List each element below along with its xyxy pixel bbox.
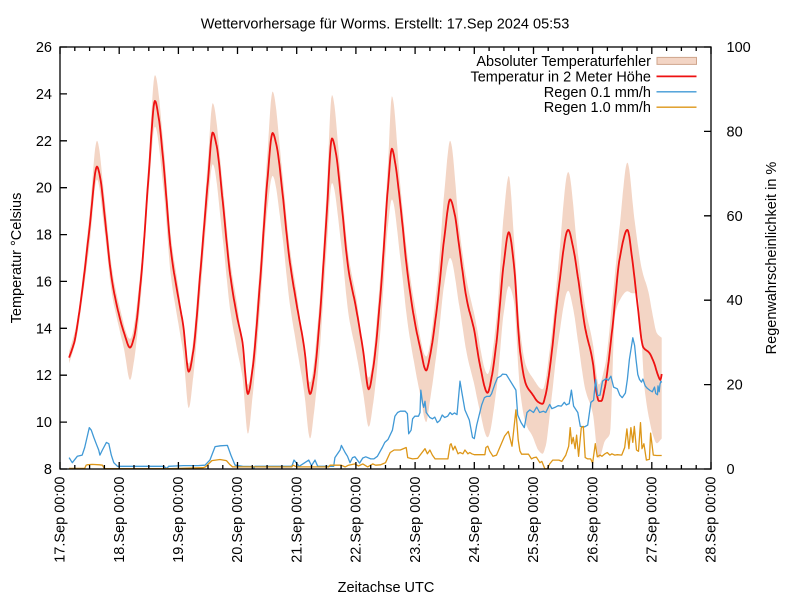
svg-text:24.Sep 00:00: 24.Sep 00:00 bbox=[467, 477, 483, 563]
svg-text:16: 16 bbox=[36, 274, 52, 290]
svg-text:40: 40 bbox=[727, 293, 743, 309]
svg-text:27.Sep 00:00: 27.Sep 00:00 bbox=[645, 477, 661, 563]
svg-text:17.Sep 00:00: 17.Sep 00:00 bbox=[53, 477, 69, 563]
svg-text:0: 0 bbox=[727, 462, 735, 478]
svg-text:Absoluter Temperaturfehler: Absoluter Temperaturfehler bbox=[476, 54, 651, 70]
svg-text:Regenwahrscheinlichkeit in %: Regenwahrscheinlichkeit in % bbox=[764, 162, 780, 355]
svg-text:14: 14 bbox=[36, 321, 52, 337]
svg-text:20: 20 bbox=[36, 181, 52, 197]
svg-text:60: 60 bbox=[727, 209, 743, 225]
svg-text:Wettervorhersage für Worms. Er: Wettervorhersage für Worms. Erstellt: 17… bbox=[201, 17, 570, 33]
svg-text:22.Sep 00:00: 22.Sep 00:00 bbox=[349, 477, 365, 563]
svg-text:Regen 1.0 mm/h: Regen 1.0 mm/h bbox=[544, 100, 651, 116]
svg-text:20: 20 bbox=[727, 378, 743, 394]
svg-text:26: 26 bbox=[36, 40, 52, 56]
svg-text:19.Sep 00:00: 19.Sep 00:00 bbox=[171, 477, 187, 563]
svg-text:Temperatur °Celsius: Temperatur °Celsius bbox=[9, 193, 25, 324]
svg-text:100: 100 bbox=[727, 40, 751, 56]
svg-text:23.Sep 00:00: 23.Sep 00:00 bbox=[408, 477, 424, 563]
svg-text:Zeitachse UTC: Zeitachse UTC bbox=[338, 580, 435, 596]
svg-text:10: 10 bbox=[36, 415, 52, 431]
svg-text:18.Sep 00:00: 18.Sep 00:00 bbox=[112, 477, 128, 563]
svg-text:Temperatur in 2 Meter Höhe: Temperatur in 2 Meter Höhe bbox=[470, 69, 651, 85]
svg-text:18: 18 bbox=[36, 228, 52, 244]
svg-text:26.Sep 00:00: 26.Sep 00:00 bbox=[585, 477, 601, 563]
svg-text:25.Sep 00:00: 25.Sep 00:00 bbox=[526, 477, 542, 563]
svg-text:24: 24 bbox=[36, 87, 52, 103]
svg-text:22: 22 bbox=[36, 134, 52, 150]
svg-text:28.Sep 00:00: 28.Sep 00:00 bbox=[704, 477, 720, 563]
svg-text:8: 8 bbox=[44, 462, 52, 478]
svg-text:21.Sep 00:00: 21.Sep 00:00 bbox=[289, 477, 305, 563]
svg-text:20.Sep 00:00: 20.Sep 00:00 bbox=[230, 477, 246, 563]
svg-text:Regen 0.1 mm/h: Regen 0.1 mm/h bbox=[544, 85, 651, 101]
svg-text:80: 80 bbox=[727, 124, 743, 140]
svg-text:12: 12 bbox=[36, 368, 52, 384]
